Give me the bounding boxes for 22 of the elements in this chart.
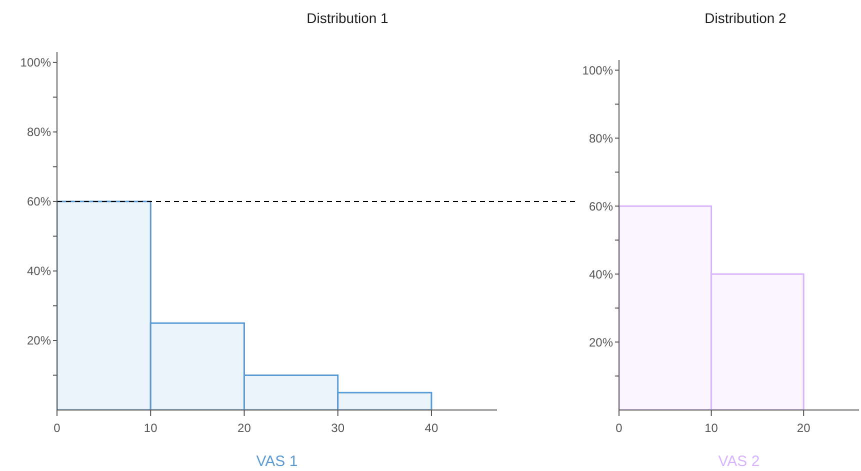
y-tick-label: 20% [26,334,52,348]
x-axis-title: VAS 1 [256,453,298,470]
y-tick-label: 40% [26,264,52,278]
y-tick-label: 80% [588,131,614,146]
y-tick-label: 60% [26,194,52,209]
y-tick-label: 20% [588,335,614,350]
x-tick-label: 20 [238,421,252,435]
x-tick-label: 0 [616,421,623,435]
x-tick-label: 20 [796,421,811,435]
x-tick-label: 10 [144,421,158,435]
y-tick-label: 40% [588,267,614,282]
x-tick-label: 30 [331,421,345,435]
y-tick-label: 60% [588,199,614,214]
y-tick-label: 100% [20,56,52,70]
y-tick-label: 100% [582,63,614,78]
chart-title: Distribution 2 [704,10,788,26]
chart-title: Distribution 1 [306,10,390,26]
x-tick-label: 0 [54,421,61,435]
x-axis-title: VAS 2 [718,453,760,470]
y-tick-label: 80% [26,125,52,140]
x-tick-label: 10 [704,421,718,435]
x-tick-label: 40 [424,421,438,435]
